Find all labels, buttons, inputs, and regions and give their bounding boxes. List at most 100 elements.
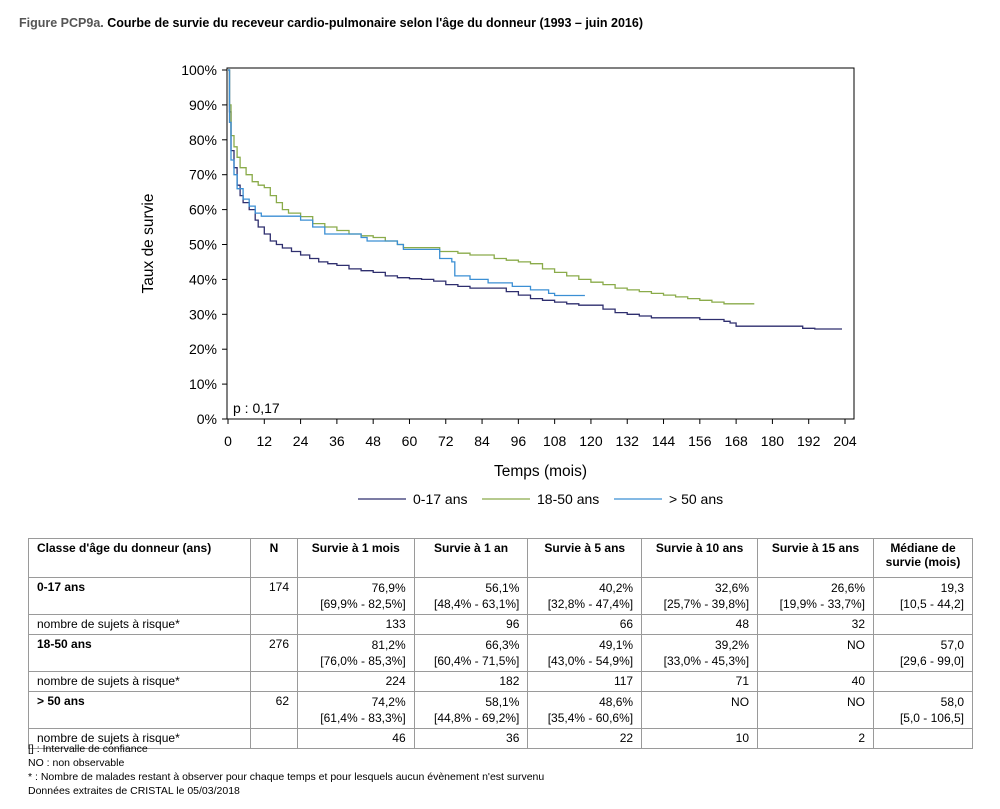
survival-cell: 49,1% [43,0% - 54,9%] [527, 634, 643, 672]
survival-cell: 58,0 [5,0 - 106,5] [873, 691, 973, 729]
legend-label: 0-17 ans [413, 491, 467, 507]
x-tick-label: 168 [724, 433, 748, 449]
survival-cell: 48,6% [35,4% - 60,6%] [527, 691, 643, 729]
table-row: 0-17 ans 174 76,9% [69,9% - 82,5%] 56,1% [48,… [28, 577, 973, 615]
confidence-interval: [33,0% - 45,3%] [663, 654, 750, 668]
x-tick-label: 0 [224, 433, 232, 449]
survival-cell: 32,6% [25,7% - 39,8%] [641, 577, 759, 615]
confidence-interval: [76,0% - 85,3%] [320, 654, 406, 668]
x-tick-label: 144 [652, 433, 676, 449]
risk-count-cell: 10 [641, 728, 759, 749]
risk-count-cell: 96 [413, 614, 529, 635]
confidence-interval: [32,8% - 47,4%] [547, 597, 634, 611]
survival-table: Classe d'âge du donneur (ans) N Survie à… [28, 538, 973, 749]
risk-count-cell: 71 [641, 671, 759, 692]
y-tick-label: 10% [189, 376, 217, 392]
x-tick-label: 156 [688, 433, 712, 449]
x-tick-label: 84 [474, 433, 490, 449]
header-n: N [250, 538, 298, 578]
survival-value: 32,6% [715, 581, 750, 595]
survival-value: 40,2% [599, 581, 634, 595]
y-tick-label: 90% [189, 97, 217, 113]
survival-cell: 74,2% [61,4% - 83,3%] [297, 691, 415, 729]
survival-value: 49,1% [599, 638, 634, 652]
table-row: 18-50 ans 276 81,2% [76,0% - 85,3%] 66,3% [60… [28, 634, 973, 672]
risk-count-cell: 182 [413, 671, 529, 692]
survival-cell: 66,3% [60,4% - 71,5%] [413, 634, 529, 672]
survival-value: 57,0 [940, 638, 964, 652]
footnote-no: NO : non observable [28, 757, 125, 769]
risk-count-cell: 32 [757, 614, 874, 635]
footnote-source: Données extraites de CRISTAL le 05/03/20… [28, 785, 240, 797]
risk-count-cell: 40 [757, 671, 874, 692]
y-tick-label: 40% [189, 271, 217, 287]
header-survival-1-month: Survie à 1 mois [297, 538, 415, 578]
risk-row: nombre de sujets à risque* 224 182 117 71 40 [28, 671, 973, 692]
table-body: 0-17 ans 174 76,9% [69,9% - 82,5%] 56,1% [48,… [28, 577, 973, 749]
survival-value: 81,2% [371, 638, 406, 652]
survival-value: NO [847, 695, 865, 709]
footnotes: [] : Intervalle de confiance NO : non ob… [28, 742, 544, 798]
y-tick-label: 70% [189, 167, 217, 183]
survival-cell: NO [757, 691, 874, 729]
survival-cell: NO [757, 634, 874, 672]
survival-value: 76,9% [371, 581, 406, 595]
x-tick-label: 96 [511, 433, 527, 449]
survival-value: 26,6% [830, 581, 865, 595]
confidence-interval: [43,0% - 54,9%] [547, 654, 634, 668]
y-tick-label: 60% [189, 202, 217, 218]
survival-cell: 76,9% [69,9% - 82,5%] [297, 577, 415, 615]
survival-cell: 26,6% [19,9% - 33,7%] [757, 577, 874, 615]
footnote-ci: [] : Intervalle de confiance [28, 743, 148, 755]
survival-cell: 39,2% [33,0% - 45,3%] [641, 634, 759, 672]
risk-label-cell: nombre de sujets à risque* [28, 614, 251, 635]
survival-value: 56,1% [485, 581, 520, 595]
series-line-2 [228, 69, 585, 297]
risk-count-cell: 46 [297, 728, 415, 749]
header-survival-1-year: Survie à 1 an [413, 538, 529, 578]
confidence-interval: [60,4% - 71,5%] [433, 654, 520, 668]
confidence-interval: [25,7% - 39,8%] [663, 597, 750, 611]
confidence-interval: [5,0 - 106,5] [899, 711, 964, 725]
survival-cell: 19,3 [10,5 - 44,2] [873, 577, 973, 615]
y-tick-label: 100% [181, 62, 217, 78]
figure-title-text: Courbe de survie du receveur cardio-pulm… [107, 16, 643, 30]
risk-count-cell: 224 [297, 671, 415, 692]
age-class-cell: 18-50 ans [28, 634, 251, 672]
survival-value: 48,6% [599, 695, 634, 709]
survival-cell: NO [641, 691, 759, 729]
n-cell: 276 [250, 634, 298, 672]
header-median-survival: Médiane de survie (mois) [873, 538, 973, 578]
risk-count-cell: 48 [641, 614, 759, 635]
x-tick-label: 120 [579, 433, 603, 449]
survival-cell: 40,2% [32,8% - 47,4%] [527, 577, 643, 615]
survival-value: NO [731, 695, 750, 709]
x-tick-label: 132 [616, 433, 640, 449]
p-value-annotation: p : 0,17 [233, 400, 280, 416]
survival-value: 74,2% [371, 695, 406, 709]
x-tick-label: 180 [761, 433, 785, 449]
series-line-0 [228, 69, 842, 330]
risk-count-cell: 117 [527, 671, 643, 692]
confidence-interval: [48,4% - 63,1%] [433, 597, 520, 611]
risk-count-cell: 22 [527, 728, 643, 749]
risk-count-cell: 133 [297, 614, 415, 635]
risk-empty-cell [250, 728, 298, 749]
confidence-interval: [69,9% - 82,5%] [320, 597, 406, 611]
x-tick-label: 48 [365, 433, 381, 449]
survival-cell: 81,2% [76,0% - 85,3%] [297, 634, 415, 672]
x-tick-label: 72 [438, 433, 454, 449]
x-tick-label: 12 [257, 433, 273, 449]
survival-value: NO [847, 638, 865, 652]
x-axis-label: Temps (mois) [494, 463, 587, 480]
survival-cell: 56,1% [48,4% - 63,1%] [413, 577, 529, 615]
table-header-row: Classe d'âge du donneur (ans) N Survie à… [28, 538, 973, 578]
survival-value: 58,1% [485, 695, 520, 709]
y-tick-label: 0% [197, 411, 217, 427]
y-tick-label: 50% [189, 237, 217, 253]
figure-label: Figure PCP9a. [19, 16, 104, 30]
legend-label: > 50 ans [669, 491, 723, 507]
y-tick-label: 30% [189, 306, 217, 322]
risk-count-cell [873, 671, 973, 692]
x-tick-label: 192 [797, 433, 821, 449]
